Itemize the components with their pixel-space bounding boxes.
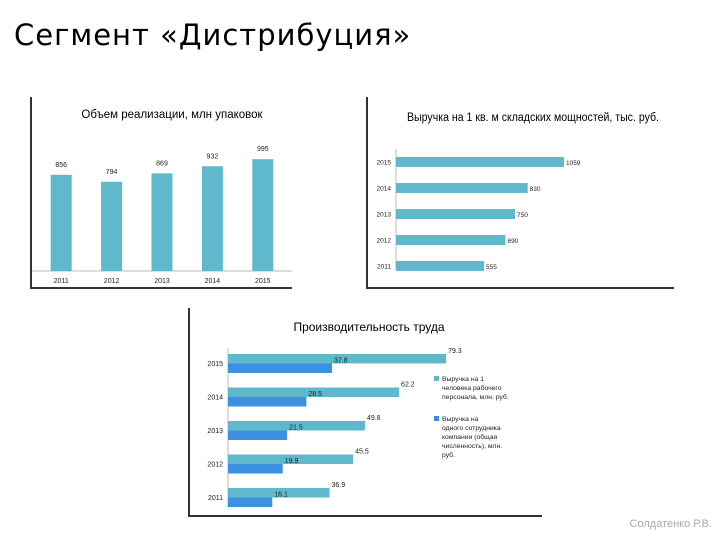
labor-productivity-chart: Производительность труда 79.3 37.8 2015 62.2… [188, 308, 542, 517]
bar-2015-series-1 [228, 354, 447, 364]
bar-value-label: 19.9 [285, 458, 299, 465]
bar-2013-series-2 [228, 430, 288, 440]
bar-2013 [396, 209, 515, 219]
bar-value-label: 750 [517, 212, 528, 219]
legend-label-line: Выручка на 1 [442, 376, 484, 383]
bar-value-label: 690 [507, 238, 518, 245]
slide-title: Сегмент «Дистрибуция» [14, 18, 412, 52]
bar-2014 [201, 166, 223, 271]
legend-label-line: Выручка на [442, 416, 479, 423]
labor-productivity-chart-svg: Производительность труда 79.3 37.8 2015 62.2… [207, 320, 509, 508]
bar-2011 [50, 174, 72, 271]
bar-value-label: 45.5 [355, 449, 369, 456]
bar-2012 [396, 235, 506, 245]
bar-2015-series-2 [228, 363, 332, 373]
legend-swatch [434, 376, 439, 381]
legend-label-line: персонала, млн. руб. [442, 393, 509, 401]
bar-value-label: 37.8 [334, 358, 348, 365]
bar-2014-series-1 [228, 387, 400, 397]
revenue-per-sqm-chart-svg: Выручка на 1 кв. м складских мощностей, … [377, 112, 659, 271]
x-tick-label: 2013 [154, 278, 170, 285]
y-tick-label: 2014 [207, 395, 223, 402]
bar-2011 [396, 261, 485, 271]
bar-2014 [396, 183, 528, 193]
x-tick-label: 2011 [54, 278, 69, 285]
bar-2014-series-2 [228, 397, 307, 407]
y-tick-label: 2011 [208, 495, 223, 502]
bar-2012 [101, 181, 123, 271]
y-tick-label: 2012 [207, 462, 223, 469]
bar-2011-series-1 [228, 488, 330, 498]
legend-label-line: одного сотрудника [442, 425, 501, 432]
bar-2015 [252, 159, 274, 271]
bar-value-label: 1059 [566, 160, 581, 167]
bar-2012-series-2 [228, 464, 283, 474]
legend-label-line: численность), млн. [442, 443, 502, 450]
bar-2012-series-1 [228, 454, 354, 464]
bar-value-label: 79.3 [448, 348, 462, 355]
bar-value-label: 995 [257, 146, 269, 153]
bar-value-label: 555 [486, 264, 497, 271]
y-tick-label: 2015 [207, 361, 223, 368]
bar-2015 [396, 157, 564, 167]
bar-value-label: 869 [156, 160, 168, 167]
y-tick-label: 2014 [377, 186, 392, 193]
bar-2013-series-1 [228, 421, 365, 431]
legend-label-line: руб. [442, 451, 455, 459]
bar-value-label: 49.8 [367, 415, 381, 422]
bar-value-label: 794 [106, 169, 118, 176]
x-tick-label: 2012 [104, 278, 120, 285]
bar-value-label: 21.5 [289, 425, 303, 432]
bar-value-label: 36.9 [331, 482, 345, 489]
bar-2011-series-2 [228, 497, 273, 507]
y-tick-label: 2013 [377, 212, 392, 219]
legend-label-line: компании (общая [442, 433, 498, 441]
sales-volume-chart: Объем реализации, млн упаковок 856 2011 794… [30, 97, 292, 289]
y-tick-label: 2012 [377, 238, 392, 245]
y-tick-label: 2015 [377, 160, 392, 167]
bar-value-label: 16.1 [274, 492, 288, 499]
bar-value-label: 932 [207, 153, 219, 160]
legend-label-line: человека рабочего [442, 384, 502, 392]
bar-value-label: 28.5 [308, 391, 322, 398]
bar-value-label: 62.2 [401, 382, 415, 389]
bar-value-label: 830 [530, 186, 541, 193]
x-tick-label: 2014 [205, 278, 221, 285]
revenue-per-sqm-chart: Выручка на 1 кв. м складских мощностей, … [366, 97, 674, 289]
sales-volume-chart-svg: Объем реализации, млн упаковок 856 2011 794… [32, 109, 292, 285]
bar-value-label: 856 [55, 162, 67, 169]
author-credit: Солдатенко Р.В. [629, 518, 712, 530]
chart-title: Объем реализации, млн упаковок [81, 109, 263, 121]
y-tick-label: 2013 [207, 428, 223, 435]
chart-title: Производительность труда [293, 320, 444, 334]
chart-title: Выручка на 1 кв. м складских мощностей, … [407, 112, 659, 124]
legend-swatch [434, 416, 439, 421]
x-tick-label: 2015 [255, 278, 271, 285]
y-tick-label: 2011 [377, 264, 391, 271]
bar-2013 [151, 173, 173, 271]
